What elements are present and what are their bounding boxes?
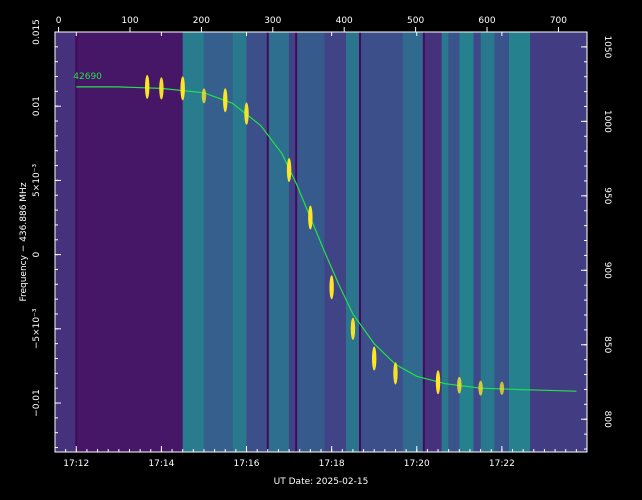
signal-mark [457, 376, 462, 394]
heatmap-dark-stripe [359, 32, 362, 452]
heatmap-band [441, 32, 449, 452]
heatmap-dark-stripe [295, 32, 298, 452]
heatmap-band [459, 32, 474, 452]
x-top-tick-label: 0 [56, 16, 62, 26]
signal-mark [223, 88, 228, 113]
signal-marks-layer [145, 74, 505, 396]
signal-mark [350, 317, 356, 340]
x-top-tick-label: 400 [336, 16, 353, 26]
heatmap-band [232, 32, 247, 452]
signal-mark [478, 380, 483, 396]
signal-mark [499, 381, 505, 395]
heatmap-band [55, 32, 77, 452]
heatmap-band [480, 32, 495, 452]
x-bottom-tick-label: 17:12 [63, 459, 89, 469]
signal-mark [159, 77, 164, 100]
heatmap-band [182, 32, 204, 452]
heatmap-band [296, 32, 325, 452]
y-left-tick-label: 0.01 [32, 96, 42, 116]
y-left-tick-label: 0 [32, 251, 42, 257]
x-top-tick-label: 500 [407, 16, 424, 26]
heatmap-dark-stripe [422, 32, 425, 452]
heatmap-band [402, 32, 424, 452]
signal-mark [329, 275, 334, 300]
signal-mark [180, 76, 185, 101]
signal-mark [435, 370, 441, 395]
signal-mark [244, 102, 249, 125]
heatmap-band [448, 32, 460, 452]
y-right-tick-label: 1000 [602, 110, 612, 133]
x-top-tick-label: 100 [121, 16, 138, 26]
x-bottom-tick-label: 17:14 [148, 459, 174, 469]
x-bottom-tick-label: 17:16 [234, 459, 260, 469]
y-right-tick-label: 950 [602, 187, 612, 204]
y-right-tick-label: 850 [602, 336, 612, 353]
signal-mark [286, 158, 292, 183]
y-left-tick-label: 5×10⁻³ [32, 163, 42, 196]
axis-ticks-layer: 17:12 17:14 17:16 17:18 17:20 17:22 0 100 200 300… [32, 16, 612, 469]
x-bottom-tick-label: 17:18 [319, 459, 345, 469]
y-axis-title-left: Frequency − 436.886 MHz [19, 182, 29, 301]
signal-mark [201, 88, 207, 104]
satellite-id-label: 42690 [73, 72, 102, 82]
heatmap-band [246, 32, 268, 452]
x-top-tick-label: 200 [193, 16, 210, 26]
y-right-tick-label: 1050 [602, 35, 612, 58]
heatmap-band [345, 32, 361, 452]
signal-mark [145, 74, 150, 99]
y-right-tick-label: 800 [602, 411, 612, 428]
y-left-tick-label: 0.015 [32, 19, 42, 45]
y-left-tick-label: −0.01 [32, 389, 42, 417]
heatmap-band [360, 32, 403, 452]
x-axis-title: UT Date: 2025-02-15 [274, 477, 369, 487]
heatmap-band [76, 32, 183, 452]
y-left-tick-label: −5×10⁻³ [32, 308, 42, 349]
x-top-tick-label: 300 [264, 16, 281, 26]
x-bottom-tick-label: 17:22 [489, 459, 515, 469]
heatmap-band [508, 32, 531, 452]
signal-mark [372, 346, 377, 371]
heatmap-band [494, 32, 509, 452]
heatmap-dark-stripe [75, 32, 78, 452]
heatmap-band [289, 32, 297, 452]
signal-mark [308, 205, 313, 230]
heatmap-band [530, 32, 587, 452]
heatmap-band [423, 32, 442, 452]
heatmap-dark-stripe [266, 32, 269, 452]
heatmap-band [473, 32, 481, 452]
x-bottom-tick-label: 17:20 [404, 459, 430, 469]
x-top-tick-label: 600 [478, 16, 495, 26]
y-right-tick-label: 900 [602, 262, 612, 279]
heatmap-band [203, 32, 233, 452]
x-top-tick-label: 700 [550, 16, 567, 26]
signal-mark [393, 362, 398, 385]
heatmap-band [267, 32, 290, 452]
heatmap-band [324, 32, 346, 452]
